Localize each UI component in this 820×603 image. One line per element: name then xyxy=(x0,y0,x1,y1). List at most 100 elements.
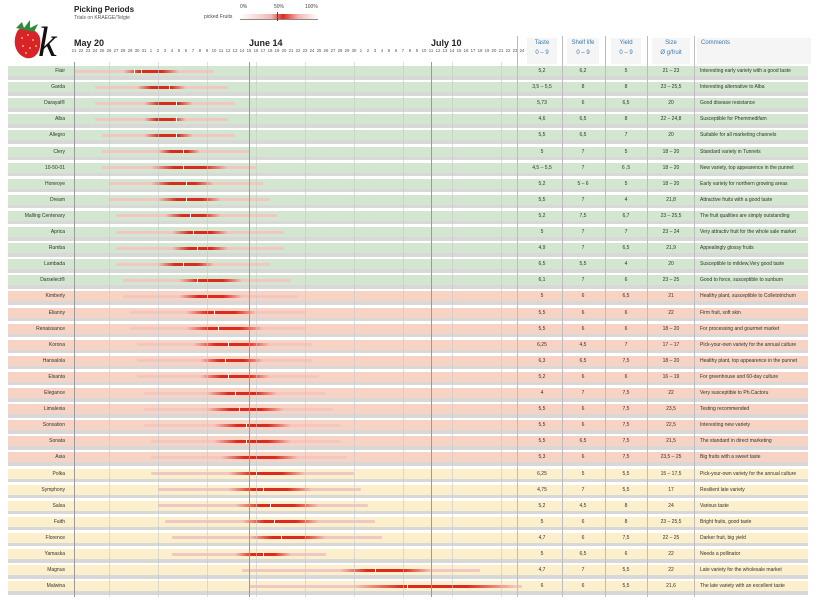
cell-comment: Testing recommended xyxy=(700,406,750,413)
week-gridline xyxy=(305,62,306,598)
day-tick-label: 2 xyxy=(366,48,370,53)
week-gridline xyxy=(403,62,404,598)
cell-taste: 5,2 xyxy=(538,373,546,380)
peak-picking-bar xyxy=(214,439,291,443)
cell-comment: Needs a pollinator xyxy=(700,551,741,557)
cell-comment: Good disease resistance xyxy=(700,100,756,107)
row-shadow xyxy=(8,107,808,112)
day-tick-label: 16 xyxy=(463,48,469,53)
cell-comment: Pick-your-own variety for the annual cul… xyxy=(700,341,797,348)
variety-row xyxy=(8,307,808,318)
cell-size: 18 – 20 xyxy=(662,325,680,332)
fifty-percent-marker xyxy=(228,342,229,348)
fifty-percent-marker xyxy=(133,68,135,74)
variety-name: Allegro xyxy=(49,132,65,139)
cell-taste: 4,7 xyxy=(538,534,546,541)
cell-comment: Darker fruit, big yield xyxy=(700,534,746,541)
cell-shelf: 7 xyxy=(581,245,585,252)
cell-taste: 6,1 xyxy=(538,277,546,284)
cell-size: 22 xyxy=(668,567,674,574)
day-tick-label: 22 xyxy=(505,48,511,53)
day-tick-label: 3 xyxy=(373,48,377,53)
day-tick-label: 23 xyxy=(85,48,91,53)
row-shadow xyxy=(8,284,808,289)
variety-name: Darselect® xyxy=(40,277,65,284)
peak-picking-bar xyxy=(172,246,228,250)
month-gridline xyxy=(431,62,432,598)
variety-row xyxy=(8,259,808,270)
row-shadow xyxy=(8,510,808,515)
cell-taste: 5,2 xyxy=(538,68,546,74)
day-tick-label: 9 xyxy=(415,48,419,53)
peak-picking-bar xyxy=(158,262,214,266)
fifty-percent-marker xyxy=(217,326,219,332)
cell-taste: 4,75 xyxy=(537,486,547,493)
variety-row xyxy=(8,452,808,463)
day-tick-label: 14 xyxy=(239,48,245,53)
variety-name: Polka xyxy=(52,470,65,477)
cell-size: 23 – 25,5 xyxy=(660,212,682,219)
peak-picking-bar xyxy=(249,536,326,540)
peak-picking-bar xyxy=(151,166,228,170)
cell-shelf: 6 xyxy=(581,293,585,300)
variety-row xyxy=(8,436,808,447)
column-separator xyxy=(605,36,606,598)
variety-name: Symphony xyxy=(41,486,65,493)
day-tick-label: 11 xyxy=(428,48,434,53)
row-shadow xyxy=(8,397,808,402)
cell-taste: 4,9 xyxy=(538,245,546,252)
variety-name: Elianny xyxy=(48,309,65,316)
peak-picking-bar xyxy=(172,230,228,234)
row-shadow xyxy=(8,413,808,418)
variety-row xyxy=(8,178,808,189)
row-shadow xyxy=(8,156,808,160)
week-gridline xyxy=(256,62,257,598)
variety-row xyxy=(8,420,808,431)
day-tick-label: 28 xyxy=(120,48,126,53)
cell-size: 18 – 20 xyxy=(662,164,680,171)
variety-name: Darayal® xyxy=(44,100,65,107)
row-shadow xyxy=(8,236,808,241)
cell-yield: 5 xyxy=(624,148,628,155)
variety-row xyxy=(8,549,808,559)
cell-yield: 8 xyxy=(624,84,628,91)
variety-row xyxy=(8,66,808,76)
cell-size: 21,6 xyxy=(666,583,676,590)
month-gridline xyxy=(249,62,250,598)
cell-shelf: 4,5 xyxy=(579,502,587,509)
day-tick-label: 26 xyxy=(323,48,329,53)
variety-row xyxy=(8,114,808,125)
cell-comment: Standard variety in Tunnels xyxy=(700,148,761,155)
week-gridline xyxy=(501,62,502,598)
legend-label: picked Fruits xyxy=(204,14,233,20)
cell-size: 20 xyxy=(668,100,674,107)
variety-name: Aprica xyxy=(50,229,65,235)
peak-picking-bar xyxy=(179,294,242,298)
variety-name: Asia xyxy=(55,454,65,461)
cell-taste: 5,2 xyxy=(538,502,546,509)
peak-picking-bar xyxy=(144,133,193,137)
peak-picking-bar xyxy=(144,101,193,105)
variety-name: Malling Centenary xyxy=(24,212,65,219)
day-tick-label: 2 xyxy=(156,48,160,53)
cell-yield: 7,5 xyxy=(622,406,630,413)
cell-taste: 6,5 xyxy=(538,261,546,268)
column-separator xyxy=(562,36,563,598)
month-label: May 20 xyxy=(74,38,105,48)
cell-size: 23,5 xyxy=(666,406,676,413)
cell-shelf: 7 xyxy=(581,567,585,574)
day-tick-label: 20 xyxy=(281,48,287,53)
fifty-percent-marker xyxy=(235,390,236,396)
row-shadow xyxy=(8,172,808,177)
row-shadow xyxy=(8,91,808,96)
fifty-percent-marker xyxy=(270,503,271,509)
day-tick-label: 27 xyxy=(113,48,119,53)
cell-yield: 6 xyxy=(624,373,628,380)
fifty-percent-marker xyxy=(175,100,177,106)
cell-taste: 5,3 xyxy=(538,454,546,461)
cell-taste: 5,2 xyxy=(538,180,546,187)
day-tick-label: 9 xyxy=(205,48,209,53)
variety-name: Rumba xyxy=(48,245,65,252)
fifty-percent-marker xyxy=(375,567,376,573)
peak-picking-bar xyxy=(242,520,319,524)
